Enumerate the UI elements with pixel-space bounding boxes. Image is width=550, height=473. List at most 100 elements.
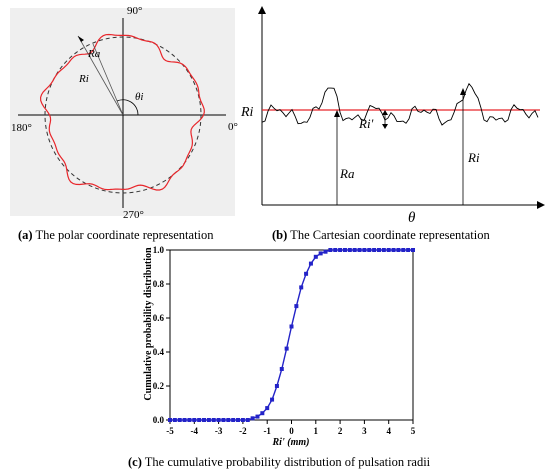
panel-b: Ri Ri' Ra Ri θ [240, 6, 545, 226]
radius-signal-curve [261, 82, 539, 126]
cdf-data-point [357, 248, 362, 252]
caption-c: (c) The cumulative probability distribut… [128, 455, 431, 469]
y-tick-label: 0.4 [153, 347, 165, 357]
y-tick-label: 0.2 [153, 381, 165, 391]
cdf-data-point [401, 248, 406, 252]
x-axis-title: Ri' (mm) [272, 437, 310, 448]
ri-axis-label: Ri [240, 105, 254, 120]
cdf-data-point [250, 416, 255, 421]
y-axis-title: Cumulative probability distribution [143, 247, 154, 401]
y-tick-label: 0.8 [153, 279, 165, 289]
x-tick-label: 0 [289, 426, 294, 436]
theta-i-label: θi [135, 91, 143, 103]
cdf-data-point [270, 397, 275, 402]
ri-label: Ri [78, 73, 89, 85]
cdf-data-point [187, 418, 192, 422]
polar-profile-curve [39, 33, 205, 191]
cdf-data-point [260, 411, 265, 416]
y-tick-label: 1.0 [153, 245, 165, 255]
radius-ri-line [92, 43, 124, 116]
x-tick-label: 3 [362, 426, 367, 436]
cdf-data-point [299, 285, 304, 290]
y-tick-label: 0.0 [153, 415, 165, 425]
panel-a: 90° 0° 180° 270° Ra Ri θi [10, 5, 238, 221]
cdf-data-point [313, 254, 318, 259]
cdf-data-point [231, 418, 236, 422]
y-tick-label: 0.6 [153, 313, 165, 323]
cdf-data-point [323, 249, 328, 254]
ri-arrowhead [460, 88, 466, 95]
angle-90-label: 90° [127, 5, 142, 17]
cdf-data-point [294, 304, 299, 309]
x-tick-label: -4 [191, 426, 199, 436]
cdf-data-point [202, 418, 207, 422]
cdf-data-point [381, 248, 386, 252]
cdf-data-point [284, 346, 289, 351]
cdf-data-point [362, 248, 367, 252]
caption-a: (a) The polar coordinate representation [18, 228, 214, 242]
angle-180-label: 180° [11, 122, 32, 134]
cdf-data-point [338, 248, 343, 252]
cdf-data-point [197, 418, 202, 422]
y-tick-group: 0.0 0.2 0.4 0.6 0.8 1.0 [153, 245, 170, 425]
ra-arrowhead [334, 110, 340, 117]
cdf-data-point [192, 418, 197, 422]
x-tick-label: -5 [166, 426, 174, 436]
x-tick-label: 2 [338, 426, 343, 436]
cdf-data-point [279, 367, 284, 371]
cdf-data-point [372, 248, 377, 252]
cdf-data-point [240, 418, 245, 422]
cdf-data-point [236, 418, 241, 422]
radius-ra-line [77, 35, 124, 116]
cdf-data-point [328, 248, 333, 252]
ri-prime-arrowhead-bottom [382, 124, 388, 129]
cdf-data-point [391, 248, 396, 252]
x-axis-arrowhead [537, 201, 545, 209]
caption-b: (b) The Cartesian coordinate representat… [272, 228, 490, 242]
cdf-data-point [318, 251, 323, 256]
cdf-data-point [347, 248, 352, 252]
cdf-data-point [216, 418, 221, 422]
cdf-data-point [168, 418, 172, 422]
cdf-data-point [172, 418, 177, 422]
cdf-data-point [182, 418, 187, 422]
x-tick-label: 4 [386, 426, 391, 436]
cdf-data-point [406, 248, 411, 252]
ri-prime-arrowhead-top [382, 110, 388, 115]
cdf-data-point [177, 418, 182, 422]
ra-label-cartesian: Ra [339, 166, 355, 181]
chart-plot-frame [169, 249, 414, 421]
angle-270-label: 270° [123, 209, 144, 221]
cdf-data-point [255, 414, 260, 419]
cdf-data-point [265, 406, 270, 411]
cdf-data-point [352, 248, 357, 252]
angle-0-label: 0° [228, 121, 238, 133]
cdf-data-point [386, 248, 391, 252]
x-tick-label: -3 [215, 426, 223, 436]
x-axis-title-text: Ri' (mm) [272, 437, 310, 448]
cdf-data-point [274, 384, 279, 388]
theta-axis-label: θ [408, 210, 416, 226]
reference-circle [44, 36, 202, 194]
cdf-data-point [308, 261, 313, 266]
radius-ra-arrowhead [78, 36, 84, 42]
x-tick-group: -5 -4 -3 -2 -1 0 1 2 3 4 5 [166, 420, 416, 436]
cdf-data-point [396, 248, 401, 252]
x-tick-label: -1 [263, 426, 271, 436]
cdf-data-point [226, 418, 231, 422]
cdf-data-point [206, 418, 211, 422]
x-tick-label: 1 [314, 426, 319, 436]
cdf-data-point [376, 248, 381, 252]
cdf-data-point [342, 248, 347, 252]
theta-arc [116, 99, 139, 116]
ri-label-cartesian: Ri [467, 150, 480, 165]
ra-label: Ra [87, 48, 101, 60]
y-axis-arrowhead [258, 6, 266, 14]
cdf-data-point [221, 418, 226, 422]
x-tick-label: -2 [239, 426, 247, 436]
cdf-chart: -5 -4 -3 -2 -1 0 1 2 3 4 5 0.0 0.2 0.4 0.6 0.8 1.0 Cumu… [143, 245, 416, 448]
ri-prime-label: Ri' [358, 116, 374, 131]
cdf-data-point [245, 418, 250, 422]
cdf-data-point [333, 248, 338, 252]
